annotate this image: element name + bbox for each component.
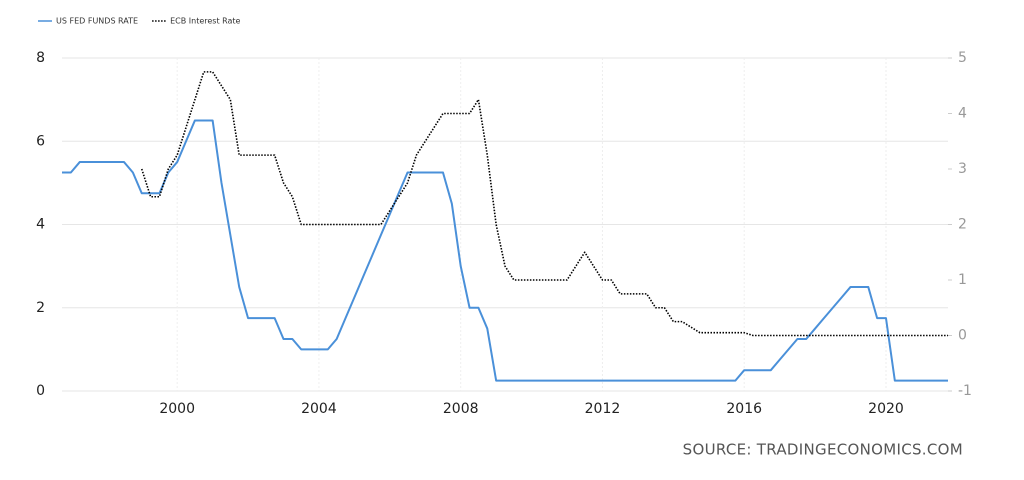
y-tick-label: 8 [36, 50, 45, 66]
x-tick-label: 2000 [159, 401, 195, 417]
legend-label: ECB Interest Rate [170, 17, 240, 26]
source: SOURCE: TRADINGECONOMICS.COM [683, 441, 963, 459]
x-tick-label: 2016 [726, 401, 762, 417]
series-line [62, 119, 948, 382]
y2-tick-label: 5 [958, 50, 967, 66]
y2-tick-label: 1 [958, 272, 967, 288]
y2-tick-label: 4 [958, 106, 967, 122]
x-tick-label: 2020 [868, 401, 904, 417]
y2-tick-label: -1 [958, 383, 972, 399]
series-line [140, 71, 948, 337]
x-tick-label: 2008 [443, 401, 479, 417]
legend-label: US FED FUNDS RATE [56, 17, 138, 26]
y-tick-label: 2 [36, 300, 45, 316]
y-tick-label: 6 [36, 133, 45, 149]
y-tick-label: 0 [36, 383, 45, 399]
x-tick-label: 2012 [585, 401, 621, 417]
y2-tick-label: 3 [958, 161, 967, 177]
y2-tick-label: 2 [958, 217, 967, 233]
y-tick-label: 4 [36, 217, 45, 233]
x-tick-label: 2004 [301, 401, 337, 417]
y2-tick-label: 0 [958, 328, 967, 344]
